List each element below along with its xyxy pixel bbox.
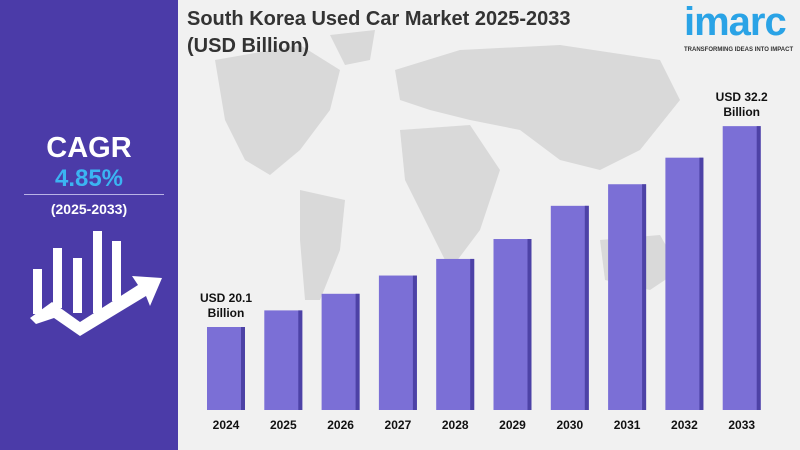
- title-line-1: South Korea Used Car Market 2025-2033: [187, 8, 571, 30]
- bar-2025: [264, 310, 303, 410]
- data-label-2033: USD 32.2 Billion: [702, 90, 782, 120]
- bar-side: [470, 258, 475, 410]
- bar-side: [642, 184, 647, 410]
- bar-side: [584, 205, 589, 410]
- divider: [24, 194, 164, 195]
- bar-side: [355, 293, 360, 410]
- bar-2024: [207, 327, 245, 410]
- bar-side: [699, 157, 704, 410]
- bar-side: [298, 310, 303, 410]
- x-tick-label: 2029: [499, 418, 526, 432]
- cagr-label: CAGR: [46, 132, 132, 164]
- chart-title: South Korea Used Car Market 2025-2033 (U…: [187, 6, 571, 60]
- bar-2033: [722, 126, 761, 410]
- bar-2032: [665, 157, 704, 410]
- data-label-line1: USD 20.1: [199, 291, 253, 305]
- x-tick-label: 2024: [213, 418, 240, 432]
- data-label-line2: Billion: [723, 105, 761, 120]
- bar-side: [527, 239, 532, 410]
- imarc-logo: imarc TRANSFORMING IDEAS INTO IMPACT: [684, 0, 796, 54]
- bar-side: [412, 275, 417, 410]
- bar-side: [756, 126, 761, 410]
- x-tick-label: 2033: [728, 418, 755, 432]
- bar-2031: [608, 184, 647, 410]
- sidebar-panel: CAGR 4.85% (2025-2033): [0, 0, 178, 450]
- x-tick-label: 2027: [385, 418, 412, 432]
- cagr-period: (2025-2033): [50, 201, 128, 217]
- title-line-2: (USD Billion): [187, 35, 310, 57]
- logo-wordmark: imarc: [684, 0, 787, 44]
- x-tick-label: 2026: [327, 418, 354, 432]
- bar-2028: [436, 258, 475, 410]
- bar-side: [241, 327, 245, 410]
- x-tick-label: 2030: [556, 418, 583, 432]
- bar-2026: [321, 293, 360, 410]
- bar-2029: [493, 239, 532, 410]
- bar-2030: [550, 205, 589, 410]
- data-label-line2: Billion: [207, 306, 245, 320]
- bar-2027: [378, 275, 417, 410]
- cagr-value: 4.85%: [54, 165, 124, 192]
- growth-chart-arrow-icon: [30, 231, 162, 336]
- x-tick-label: 2028: [442, 418, 469, 432]
- x-tick-label: 2031: [614, 418, 641, 432]
- logo-tagline: TRANSFORMING IDEAS INTO IMPACT: [684, 47, 794, 53]
- data-label-line1: USD 32.2: [715, 90, 768, 105]
- x-tick-label: 2025: [270, 418, 297, 432]
- data-label-2024: USD 20.1 Billion: [186, 291, 266, 321]
- x-tick-label: 2032: [671, 418, 698, 432]
